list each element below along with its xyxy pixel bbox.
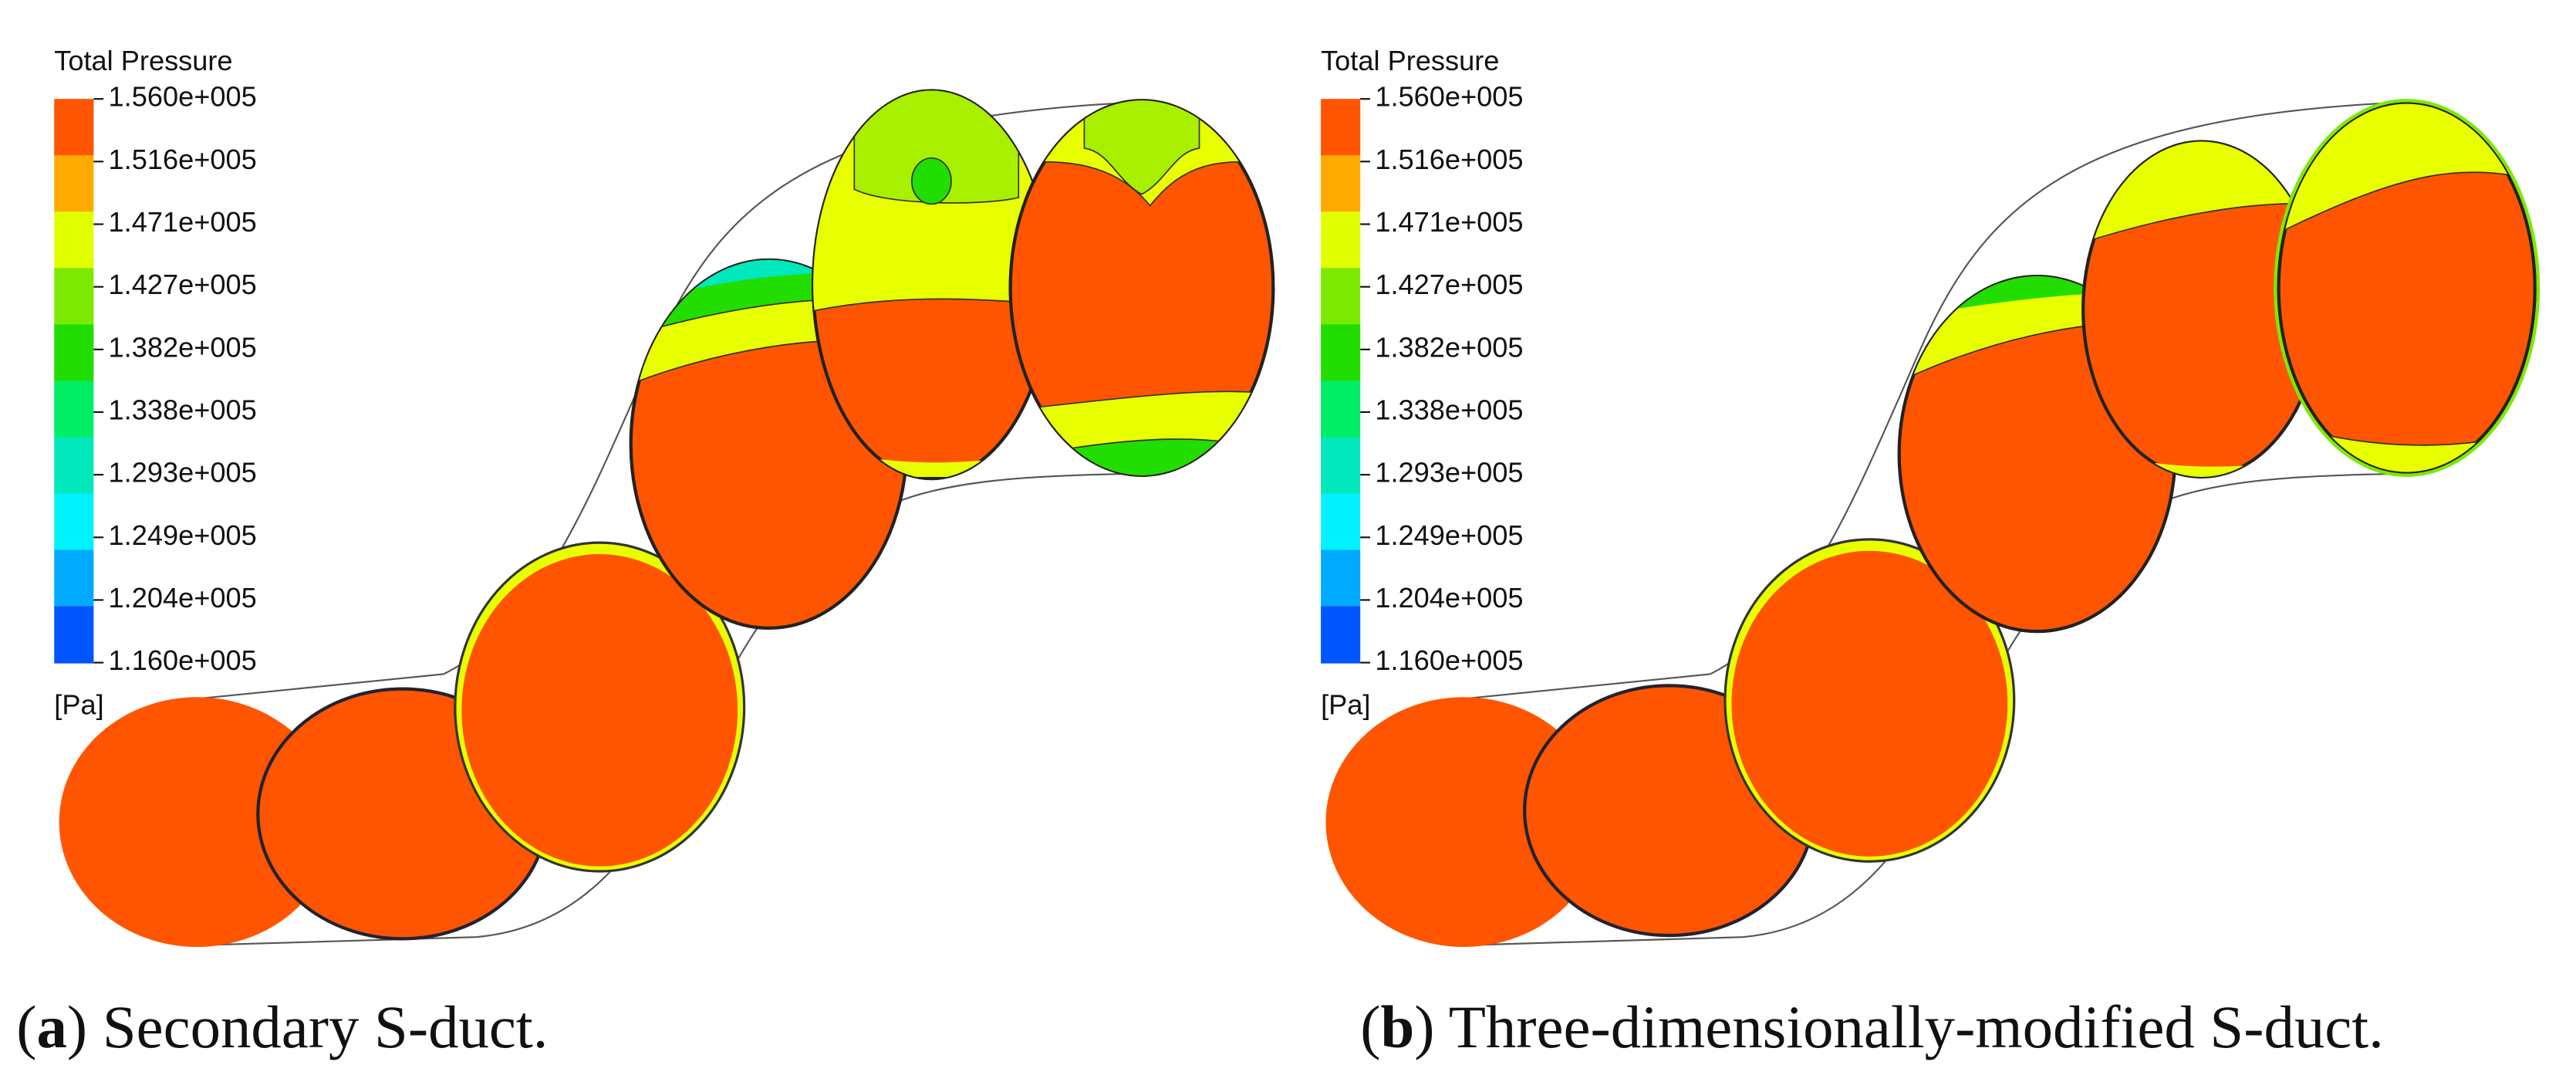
legend-label: 1.293e+005 [1375, 457, 1523, 489]
legend-band [1321, 155, 1361, 213]
caption-open: ( [16, 994, 36, 1061]
caption-text: ) Secondary S-duct. [67, 994, 549, 1061]
legend-label: 1.427e+005 [109, 269, 257, 300]
legend-label: 1.338e+005 [109, 394, 257, 426]
legend-label: 1.204e+005 [1375, 582, 1523, 614]
legend-band [54, 380, 94, 438]
legend-band [54, 549, 94, 607]
duct-a [59, 89, 1275, 947]
legend-band [54, 99, 94, 157]
panel: Total Pressure [Pa] (b) Three-dimensiona… [1321, 45, 2384, 1061]
legend-unit: [Pa] [1321, 689, 1370, 721]
legend-band [1321, 268, 1361, 326]
caption-text: ) Three-dimensionally-modified S-duct. [1414, 994, 2384, 1061]
legend-label: 1.516e+005 [1375, 144, 1523, 175]
legend-label: 1.471e+005 [1375, 206, 1523, 238]
legend-band [1321, 549, 1361, 607]
legend-band [1321, 99, 1361, 157]
legend-unit: [Pa] [54, 689, 103, 721]
caption-open: ( [1360, 994, 1380, 1061]
legend-band [54, 211, 94, 269]
legend-label: 1.249e+005 [109, 519, 257, 551]
caption: (b) Three-dimensionally-modified S-duct. [1360, 994, 2384, 1061]
legend-band [1321, 211, 1361, 269]
caption: (a) Secondary S-duct. [16, 994, 548, 1061]
legend-label: 1.427e+005 [1375, 269, 1523, 300]
legend-label: 1.204e+005 [109, 582, 257, 614]
legend-band [1321, 324, 1361, 382]
legend-band [54, 324, 94, 382]
legend-label: 1.382e+005 [1375, 331, 1523, 363]
legend-label: 1.471e+005 [109, 206, 257, 238]
legend-band [54, 606, 94, 664]
legend-band [1321, 380, 1361, 438]
legend-label: 1.338e+005 [1375, 394, 1523, 426]
legend-label: 1.249e+005 [1375, 519, 1523, 551]
legend-title: Total Pressure [1321, 45, 1499, 76]
legend-label: 1.516e+005 [109, 144, 257, 175]
caption-label: a [37, 994, 67, 1061]
legend-title: Total Pressure [54, 45, 232, 76]
legend-band [1321, 437, 1361, 495]
legend-band [1321, 493, 1361, 551]
legend-label: 1.160e+005 [109, 644, 257, 676]
legend-band [1321, 606, 1361, 664]
legend-band [54, 155, 94, 213]
legend-label: 1.382e+005 [109, 331, 257, 363]
legend-label: 1.560e+005 [109, 81, 257, 113]
legend-band [54, 437, 94, 495]
legend-label: 1.560e+005 [1375, 81, 1523, 113]
legend-band [54, 268, 94, 326]
panel: Total Pressure [Pa] (a) Secondary S-duct… [16, 45, 548, 1061]
legend-band [54, 493, 94, 551]
caption-label: b [1380, 994, 1414, 1061]
legend-label: 1.160e+005 [1375, 644, 1523, 676]
legend-label: 1.293e+005 [109, 457, 257, 489]
